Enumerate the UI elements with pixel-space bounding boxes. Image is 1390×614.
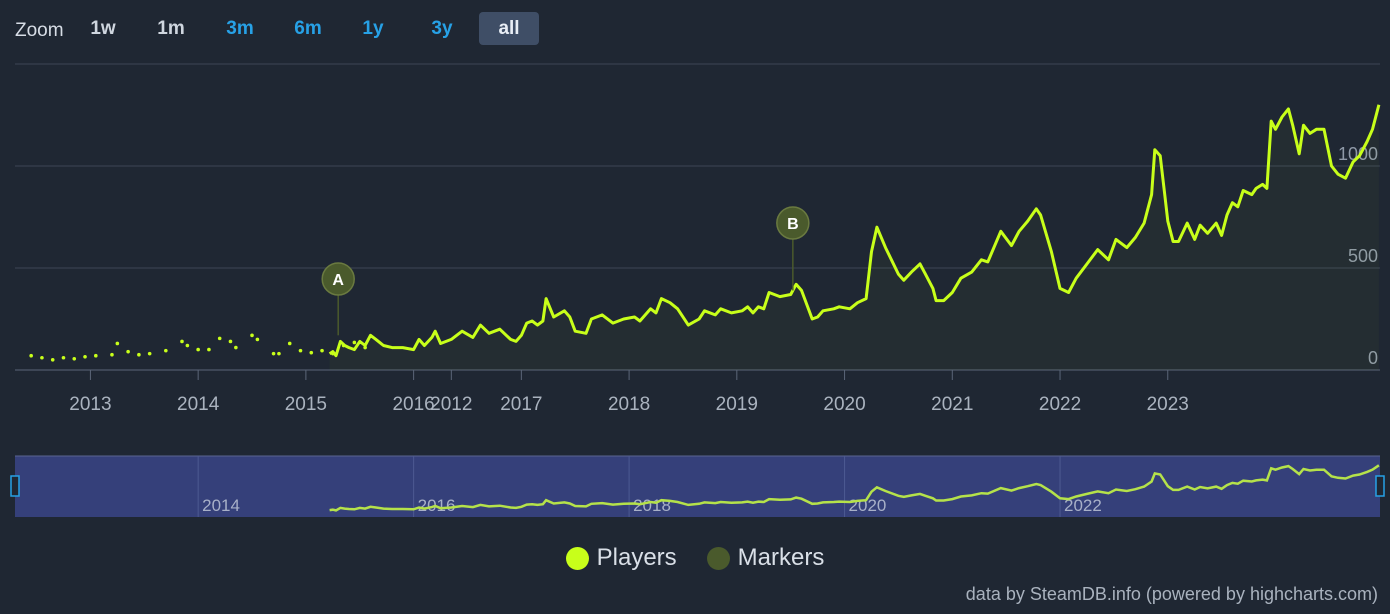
players-sparse-point xyxy=(72,356,77,361)
zoom-6m-button[interactable]: 6m xyxy=(294,17,322,39)
x-tick-label: 2023 xyxy=(1147,394,1189,415)
players-sparse-point xyxy=(207,347,211,352)
players-sparse-point xyxy=(255,337,260,342)
zoom-1y-button[interactable]: 1y xyxy=(362,17,384,39)
players-sparse-point xyxy=(115,341,120,346)
navigator-label: 2018 xyxy=(633,496,671,515)
zoom-all-button[interactable]: all xyxy=(479,12,539,45)
x-tick-label: 2015 xyxy=(285,394,327,415)
navigator-series-line xyxy=(329,464,1380,512)
marker-label: B xyxy=(787,216,799,233)
navigator-right-handle xyxy=(1375,475,1385,497)
markers-legend-dot-icon xyxy=(706,546,730,570)
zoom-3m-button[interactable]: 3m xyxy=(226,17,254,39)
x-tick-label: 2018 xyxy=(608,394,650,415)
players-sparse-point xyxy=(320,348,324,353)
players-sparse-point xyxy=(147,351,152,356)
zoom-label: Zoom xyxy=(15,20,64,41)
players-sparse-point xyxy=(298,348,303,353)
legend-label-players: Players xyxy=(596,544,677,571)
zoom-3y-button[interactable]: 3y xyxy=(431,17,453,39)
players-sparse-point xyxy=(217,336,222,341)
players-sparse-point xyxy=(287,341,292,346)
players-sparse-point xyxy=(126,349,130,354)
players-sparse-point xyxy=(228,339,233,344)
x-tick-label: 2017 xyxy=(500,394,542,415)
players-sparse-point xyxy=(61,355,66,360)
marker-a xyxy=(321,262,355,296)
players-sparse-point xyxy=(164,348,168,353)
players-sparse-point xyxy=(277,351,281,356)
x-tick-label: 2016 xyxy=(392,394,434,415)
marker-label: A xyxy=(332,272,344,289)
players-sparse-point xyxy=(83,354,87,359)
x-tick-label: 2022 xyxy=(1039,394,1081,415)
x-tick-label: 2014 xyxy=(177,394,220,415)
players-line xyxy=(328,104,1381,358)
players-sparse-point xyxy=(40,355,44,360)
players-sparse-point xyxy=(180,339,184,344)
players-legend-dot-icon xyxy=(565,546,589,570)
zoom-1w-button[interactable]: 1w xyxy=(90,17,116,39)
legend: Players Markers xyxy=(0,544,1390,572)
y-tick-label: 500 xyxy=(1348,246,1378,266)
players-sparse-point xyxy=(185,343,190,348)
players-sparse-point xyxy=(137,352,141,357)
x-tick-label: 2021 xyxy=(931,394,973,415)
legend-item-markers[interactable]: Markers xyxy=(706,544,825,572)
navigator-background xyxy=(15,456,1380,517)
y-tick-label: 1000 xyxy=(1338,144,1378,164)
players-sparse-point xyxy=(29,353,33,358)
navigator-label: 2014 xyxy=(202,496,240,515)
players-sparse-point xyxy=(271,351,276,356)
x-tick-label: 2012 xyxy=(430,394,472,415)
players-sparse-point xyxy=(352,340,357,345)
players-sparse-point xyxy=(196,347,200,352)
navigator-label: 2022 xyxy=(1064,496,1102,515)
legend-label-markers: Markers xyxy=(737,544,825,571)
navigator-left-handle xyxy=(10,475,20,497)
x-tick-label: 2013 xyxy=(69,394,111,415)
x-tick-label: 2019 xyxy=(716,394,758,415)
players-sparse-point xyxy=(50,358,55,362)
y-tick-label: 0 xyxy=(1368,348,1378,368)
zoom-1m-button[interactable]: 1m xyxy=(157,17,185,39)
players-sparse-point xyxy=(250,333,254,338)
marker-b xyxy=(776,206,810,240)
players-sparse-point xyxy=(110,352,114,357)
players-sparse-point xyxy=(309,350,314,355)
x-tick-label: 2020 xyxy=(823,394,865,415)
credits-link[interactable]: data by SteamDB.info (powered by highcha… xyxy=(965,584,1378,604)
legend-item-players[interactable]: Players xyxy=(565,544,677,572)
players-sparse-point xyxy=(234,345,238,350)
players-sparse-point xyxy=(94,353,98,358)
